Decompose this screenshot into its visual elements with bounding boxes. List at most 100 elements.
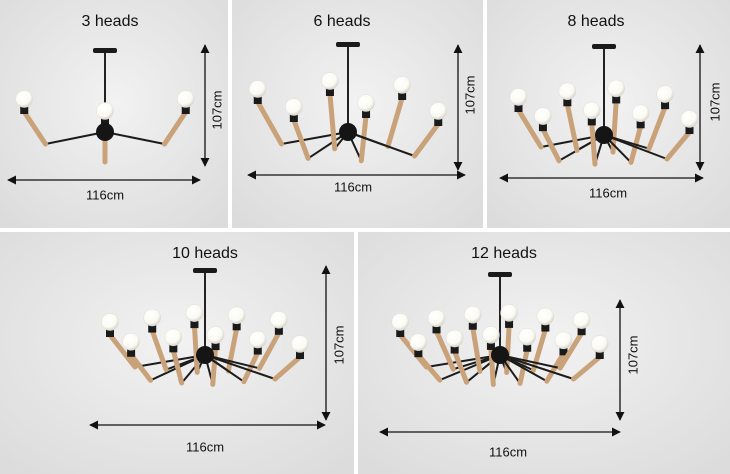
bulb: [270, 311, 288, 329]
metal-arm: [45, 131, 106, 145]
socket: [274, 324, 283, 335]
wood-arm: [149, 328, 169, 373]
socket: [169, 342, 178, 353]
socket: [101, 116, 109, 126]
height-label: 107cm: [209, 90, 224, 129]
panel: 12 heads 107cm 116cm: [358, 232, 730, 474]
hub: [339, 123, 357, 141]
socket: [523, 341, 532, 352]
wood-arm: [21, 109, 48, 147]
socket: [289, 112, 298, 122]
socket: [587, 115, 596, 126]
wood-arm: [470, 325, 483, 374]
wood-arm: [589, 120, 598, 167]
height-label: 107cm: [462, 75, 477, 114]
socket: [612, 93, 621, 104]
canopy: [336, 42, 360, 47]
wood-arm: [291, 117, 311, 161]
socket: [563, 96, 572, 107]
socket: [514, 102, 523, 112]
bulb: [583, 101, 601, 120]
panel-title: 12 heads: [471, 245, 537, 262]
bulb: [482, 326, 500, 344]
wood-arm: [210, 345, 219, 387]
socket: [577, 325, 586, 336]
wood-arm: [272, 354, 303, 382]
wood-arm: [412, 121, 441, 159]
canopy: [488, 272, 512, 277]
wood-arm: [564, 101, 580, 153]
lamp: [101, 268, 309, 387]
socket: [20, 104, 29, 114]
metal-arm: [204, 354, 276, 380]
wood-arm: [571, 354, 603, 382]
hub: [595, 126, 613, 144]
socket: [661, 99, 670, 110]
panel-title: 6 heads: [314, 13, 371, 30]
bulb: [143, 308, 161, 327]
wood-arm: [170, 347, 185, 386]
socket: [296, 349, 304, 359]
metal-arm: [426, 354, 501, 368]
panel-background: [0, 232, 354, 474]
panel-title: 8 heads: [568, 13, 625, 30]
socket: [685, 124, 694, 134]
bulb: [680, 110, 699, 128]
bulb: [409, 333, 428, 351]
width-label: 116cm: [589, 185, 627, 200]
bulb: [206, 326, 225, 344]
bulb: [321, 72, 339, 90]
bulb: [591, 335, 609, 353]
socket: [595, 349, 604, 359]
panel: 3 heads 107cm 116cm: [0, 0, 228, 228]
panel: 8 heads 107cm 116cm: [487, 0, 730, 228]
wood-arm: [434, 328, 456, 372]
height-label: 107cm: [625, 335, 640, 374]
wood-arm: [557, 330, 585, 371]
bulb: [285, 98, 303, 116]
socket: [253, 94, 262, 104]
socket: [232, 320, 241, 331]
socket: [148, 322, 157, 333]
canopy: [193, 268, 217, 273]
lamp: [249, 42, 447, 164]
socket: [181, 104, 190, 114]
metal-arm: [134, 354, 206, 368]
hub: [96, 123, 114, 141]
canopy: [93, 48, 117, 53]
metal-arm: [603, 134, 668, 160]
wood-arm: [327, 91, 338, 152]
socket: [414, 347, 423, 358]
width-label: 116cm: [186, 439, 224, 454]
wood-arm: [191, 323, 200, 375]
socket: [636, 118, 645, 129]
bulb: [509, 88, 528, 106]
bulb: [291, 335, 309, 353]
hub: [196, 346, 214, 364]
socket: [486, 339, 495, 350]
bulb: [101, 313, 119, 331]
bulb: [536, 307, 555, 326]
wood-arm: [256, 330, 282, 371]
socket: [538, 121, 547, 132]
bulb: [122, 333, 140, 351]
socket: [106, 327, 114, 337]
socket: [396, 327, 405, 337]
socket: [541, 321, 550, 332]
panel-title: 10 heads: [172, 245, 238, 262]
panel-title: 3 heads: [82, 13, 139, 30]
canopy: [592, 44, 616, 49]
wood-arm: [128, 352, 154, 383]
socket: [505, 317, 514, 328]
wood-arm: [664, 129, 692, 162]
bulb: [656, 85, 674, 103]
bulb: [572, 311, 591, 329]
lamp: [391, 272, 609, 387]
socket: [253, 344, 262, 355]
socket: [362, 108, 371, 118]
wood-arm: [516, 107, 544, 150]
bulb: [15, 90, 33, 108]
bulb: [177, 90, 195, 108]
bulb: [558, 82, 577, 101]
bulb: [464, 305, 482, 324]
